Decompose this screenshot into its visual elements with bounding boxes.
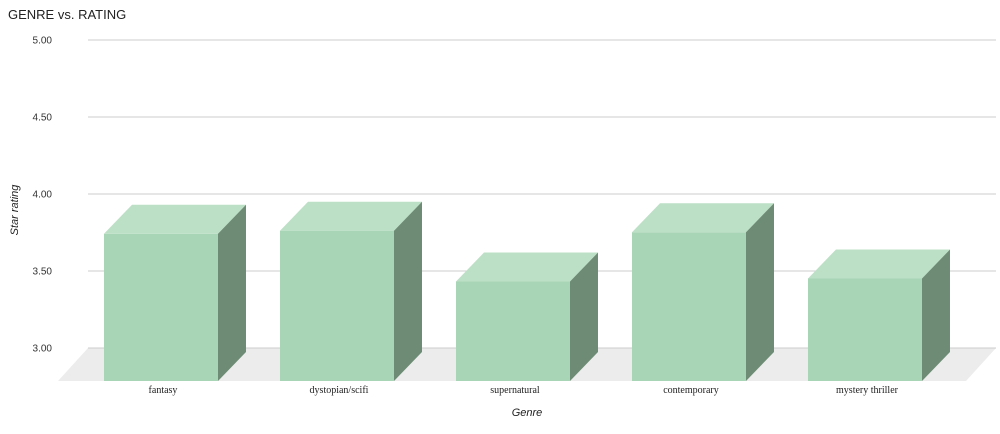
bar-top: [808, 249, 950, 279]
bar-side: [570, 252, 598, 381]
y-tick-label: 4.00: [33, 190, 53, 201]
bar: [104, 204, 246, 381]
bar-side: [746, 203, 774, 381]
x-tick-labels: fantasy dystopian/scifi supernatural contem…: [149, 385, 899, 396]
bars: [104, 201, 950, 381]
x-tick-label: supernatural: [490, 385, 540, 396]
bar-front: [808, 278, 922, 381]
x-tick-label: dystopian/scifi: [310, 385, 369, 396]
chart-title: GENRE vs. RATING: [8, 7, 126, 22]
y-tick-label: 3.50: [33, 267, 53, 278]
bar-front: [280, 230, 394, 381]
bar-top: [280, 201, 422, 231]
bar: [280, 201, 422, 381]
y-axis-title: Star rating: [9, 184, 21, 236]
bar-top: [456, 252, 598, 282]
x-axis-title: Genre: [512, 407, 543, 419]
bar-top: [104, 204, 246, 234]
bar-front: [632, 232, 746, 381]
bar-front: [456, 281, 570, 381]
bar: [808, 249, 950, 381]
bar-front: [104, 233, 218, 381]
x-tick-label: fantasy: [149, 385, 178, 396]
y-tick-labels: 5.00 4.50 4.00 3.50 3.00: [33, 36, 53, 355]
x-tick-label: mystery thriller: [836, 385, 899, 396]
bar: [632, 203, 774, 381]
x-tick-label: contemporary: [663, 385, 719, 396]
bar-side: [218, 204, 246, 381]
bar-side: [922, 249, 950, 381]
y-tick-label: 5.00: [33, 36, 53, 47]
bar-side: [394, 201, 422, 381]
bar: [456, 252, 598, 381]
bar-top: [632, 203, 774, 233]
y-tick-label: 4.50: [33, 113, 53, 124]
y-tick-label: 3.00: [33, 344, 53, 355]
